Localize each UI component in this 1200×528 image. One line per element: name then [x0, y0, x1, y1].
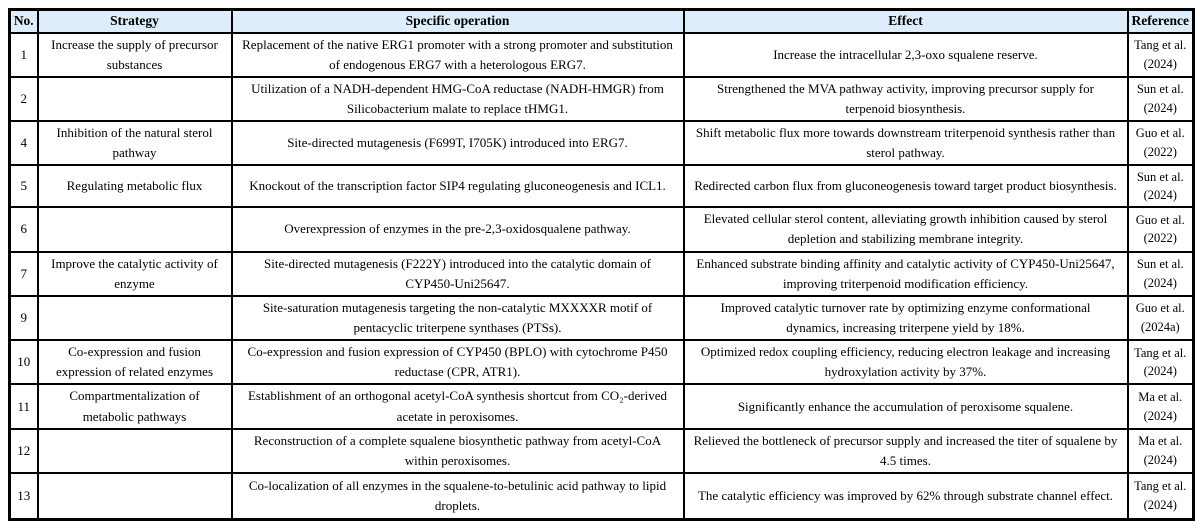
row-number: 2: [8, 75, 39, 123]
strategy-cell: [36, 75, 233, 123]
effect-cell: Improved catalytic turnover rate by opti…: [682, 294, 1129, 342]
operation-cell: Site-directed mutagenesis (F222Y) introd…: [230, 250, 685, 297]
effect-cell: Elevated cellular sterol content, allevi…: [682, 206, 1129, 253]
effect-cell: Increase the intracellular 2,3-oxo squal…: [682, 31, 1129, 78]
table-body: 1 Increase the supply of precursor subst…: [8, 31, 1195, 521]
effect-cell: Enhanced substrate binding affinity and …: [682, 250, 1129, 297]
operation-cell: Co-localization of all enzymes in the sq…: [230, 472, 685, 521]
row-number: 13: [8, 472, 39, 521]
reference-cell: Sun et al. (2024): [1126, 75, 1195, 123]
table-row: 13 Co-localization of all enzymes in the…: [8, 472, 1195, 521]
strategy-cell: Inhibition of the natural sterol pathway: [36, 120, 233, 167]
reference-cell: Tang et al. (2024): [1126, 339, 1195, 386]
strategy-cell: Increase the supply of precursor substan…: [36, 31, 233, 78]
strategy-cell: [36, 472, 233, 521]
effect-cell: Optimized redox coupling efficiency, red…: [682, 339, 1129, 386]
table-row: 10 Co-expression and fusion expression o…: [8, 339, 1195, 386]
reference-cell: Ma et al. (2024): [1126, 427, 1195, 475]
operation-cell: Establishment of an orthogonal acetyl-Co…: [230, 383, 685, 430]
table-row: 7 Improve the catalytic activity of enzy…: [8, 250, 1195, 297]
effect-cell: Shift metabolic flux more towards downst…: [682, 120, 1129, 167]
row-number: 1: [8, 31, 39, 78]
header-row: No. Strategy Specific operation Effect R…: [8, 8, 1195, 34]
header-effect: Effect: [682, 8, 1129, 34]
header-no: No.: [8, 8, 39, 34]
header-specific-operation: Specific operation: [230, 8, 685, 34]
strategy-cell: Co-expression and fusion expression of r…: [36, 339, 233, 386]
row-number: 4: [8, 120, 39, 167]
operation-cell: Reconstruction of a complete squalene bi…: [230, 427, 685, 475]
reference-cell: Tang et al. (2024): [1126, 31, 1195, 78]
operation-cell: Knockout of the transcription factor SIP…: [230, 164, 685, 209]
operation-cell: Co-expression and fusion expression of C…: [230, 339, 685, 386]
operation-cell: Overexpression of enzymes in the pre-2,3…: [230, 206, 685, 253]
row-number: 6: [8, 206, 39, 253]
effect-cell: The catalytic efficiency was improved by…: [682, 472, 1129, 521]
effect-cell: Redirected carbon flux from gluconeogene…: [682, 164, 1129, 209]
header-reference: Reference: [1126, 8, 1195, 34]
row-number: 11: [8, 383, 39, 430]
row-number: 7: [8, 250, 39, 297]
reference-cell: Ma et al. (2024): [1126, 383, 1195, 430]
row-number: 9: [8, 294, 39, 342]
strategies-table: No. Strategy Specific operation Effect R…: [8, 8, 1195, 521]
strategy-cell: [36, 206, 233, 253]
reference-cell: Tang et al. (2024): [1126, 472, 1195, 521]
strategy-cell: Compartmentalization of metabolic pathwa…: [36, 383, 233, 430]
table-row: 5 Regulating metabolic flux Knockout of …: [8, 164, 1195, 209]
effect-cell: Strengthened the MVA pathway activity, i…: [682, 75, 1129, 123]
row-number: 5: [8, 164, 39, 209]
effect-cell: Significantly enhance the accumulation o…: [682, 383, 1129, 430]
table-row: 6 Overexpression of enzymes in the pre-2…: [8, 206, 1195, 253]
reference-cell: Guo et al. (2022): [1126, 120, 1195, 167]
strategy-cell: [36, 427, 233, 475]
operation-cell: Replacement of the native ERG1 promoter …: [230, 31, 685, 78]
strategy-cell: [36, 294, 233, 342]
operation-cell: Site-directed mutagenesis (F699T, I705K)…: [230, 120, 685, 167]
table-header: No. Strategy Specific operation Effect R…: [8, 8, 1195, 34]
row-number: 12: [8, 427, 39, 475]
operation-cell: Utilization of a NADH-dependent HMG-CoA …: [230, 75, 685, 123]
table-row: 2 Utilization of a NADH-dependent HMG-Co…: [8, 75, 1195, 123]
reference-cell: Guo et al. (2022): [1126, 206, 1195, 253]
operation-cell: Site-saturation mutagenesis targeting th…: [230, 294, 685, 342]
table-row: 1 Increase the supply of precursor subst…: [8, 31, 1195, 78]
strategy-cell: Improve the catalytic activity of enzyme: [36, 250, 233, 297]
strategy-cell: Regulating metabolic flux: [36, 164, 233, 209]
reference-cell: Sun et al. (2024): [1126, 250, 1195, 297]
effect-cell: Relieved the bottleneck of precursor sup…: [682, 427, 1129, 475]
table-row: 12 Reconstruction of a complete squalene…: [8, 427, 1195, 475]
table-row: 4 Inhibition of the natural sterol pathw…: [8, 120, 1195, 167]
header-strategy: Strategy: [36, 8, 233, 34]
row-number: 10: [8, 339, 39, 386]
reference-cell: Guo et al. (2024a): [1126, 294, 1195, 342]
table-row: 9 Site-saturation mutagenesis targeting …: [8, 294, 1195, 342]
reference-cell: Sun et al. (2024): [1126, 164, 1195, 209]
table-row: 11 Compartmentalization of metabolic pat…: [8, 383, 1195, 430]
